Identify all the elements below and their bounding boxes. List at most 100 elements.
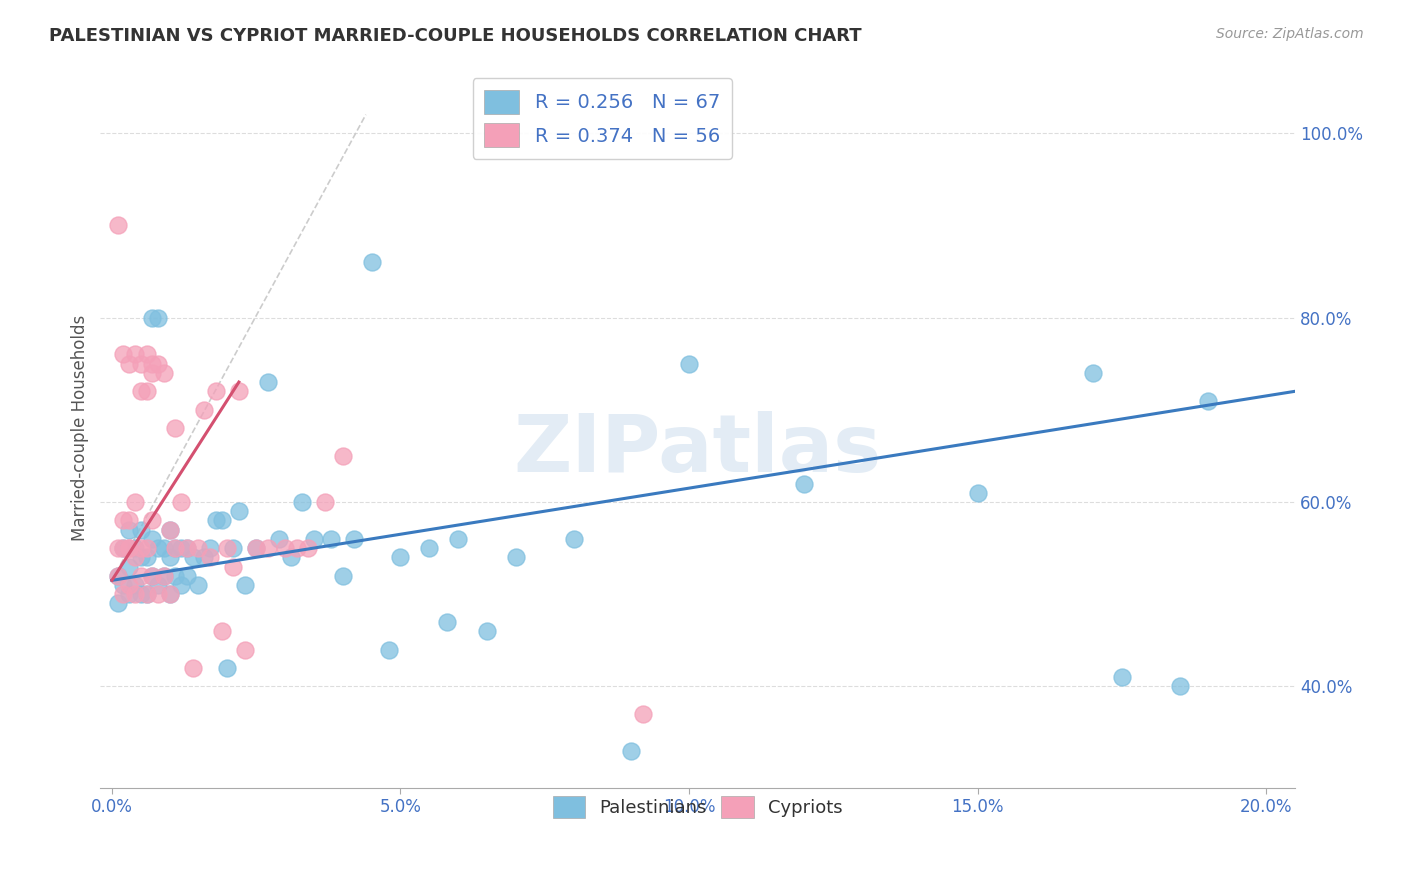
Point [170,495,193,509]
Point [135,587,157,601]
Point [141,532,163,546]
Point [269,532,291,546]
Point [378,642,401,657]
Point [187,578,209,592]
Point [112,541,135,555]
Point [135,587,157,601]
Point [256,375,278,389]
Point [631,707,654,722]
Point [360,255,382,269]
Point [193,550,215,565]
Point [141,310,163,325]
Point [129,523,152,537]
Point [146,587,169,601]
Point [475,624,498,638]
Point [153,541,176,555]
Point [793,476,815,491]
Point [181,550,204,565]
Point [966,485,988,500]
Point [187,541,209,555]
Legend: Palestinians, Cypriots: Palestinians, Cypriots [546,789,851,826]
Point [129,568,152,582]
Point [159,550,181,565]
Text: PALESTINIAN VS CYPRIOT MARRIED-COUPLE HOUSEHOLDS CORRELATION CHART: PALESTINIAN VS CYPRIOT MARRIED-COUPLE HO… [49,27,862,45]
Point [211,513,233,527]
Point [112,578,135,592]
Point [118,541,141,555]
Point [124,541,146,555]
Point [146,541,169,555]
Point [159,587,181,601]
Point [135,541,157,555]
Point [129,587,152,601]
Point [343,532,366,546]
Point [159,523,181,537]
Point [176,568,198,582]
Point [146,357,169,371]
Point [159,587,181,601]
Point [321,532,343,546]
Point [170,541,193,555]
Point [204,513,226,527]
Point [280,550,302,565]
Point [233,578,256,592]
Point [107,541,129,555]
Point [1197,393,1219,408]
Point [118,578,141,592]
Point [153,568,176,582]
Point [153,568,176,582]
Point [124,550,146,565]
Point [135,384,157,399]
Point [176,541,198,555]
Point [332,449,354,463]
Point [678,357,700,371]
Point [141,357,163,371]
Point [153,366,176,380]
Point [124,578,146,592]
Point [620,744,643,758]
Text: Source: ZipAtlas.com: Source: ZipAtlas.com [1216,27,1364,41]
Point [159,523,181,537]
Point [118,513,141,527]
Point [436,615,458,629]
Point [332,568,354,582]
Point [228,384,250,399]
Point [204,384,226,399]
Point [170,578,193,592]
Point [129,550,152,565]
Point [211,624,233,638]
Point [118,559,141,574]
Point [112,587,135,601]
Point [291,495,314,509]
Point [1111,670,1133,684]
Point [124,587,146,601]
Point [129,384,152,399]
Point [302,532,325,546]
Point [217,541,239,555]
Point [222,541,245,555]
Point [112,513,135,527]
Point [165,568,187,582]
Point [314,495,336,509]
Point [135,550,157,565]
Point [447,532,470,546]
Point [112,347,135,361]
Point [107,219,129,233]
Point [245,541,267,555]
Point [1168,680,1191,694]
Point [297,541,319,555]
Point [129,357,152,371]
Point [1081,366,1104,380]
Point [165,541,187,555]
Point [562,532,585,546]
Point [198,541,221,555]
Point [118,357,141,371]
Point [141,366,163,380]
Point [181,661,204,675]
Point [285,541,308,555]
Point [107,568,129,582]
Point [107,568,129,582]
Point [135,347,157,361]
Point [146,578,169,592]
Text: ZIPatlas: ZIPatlas [513,411,882,489]
